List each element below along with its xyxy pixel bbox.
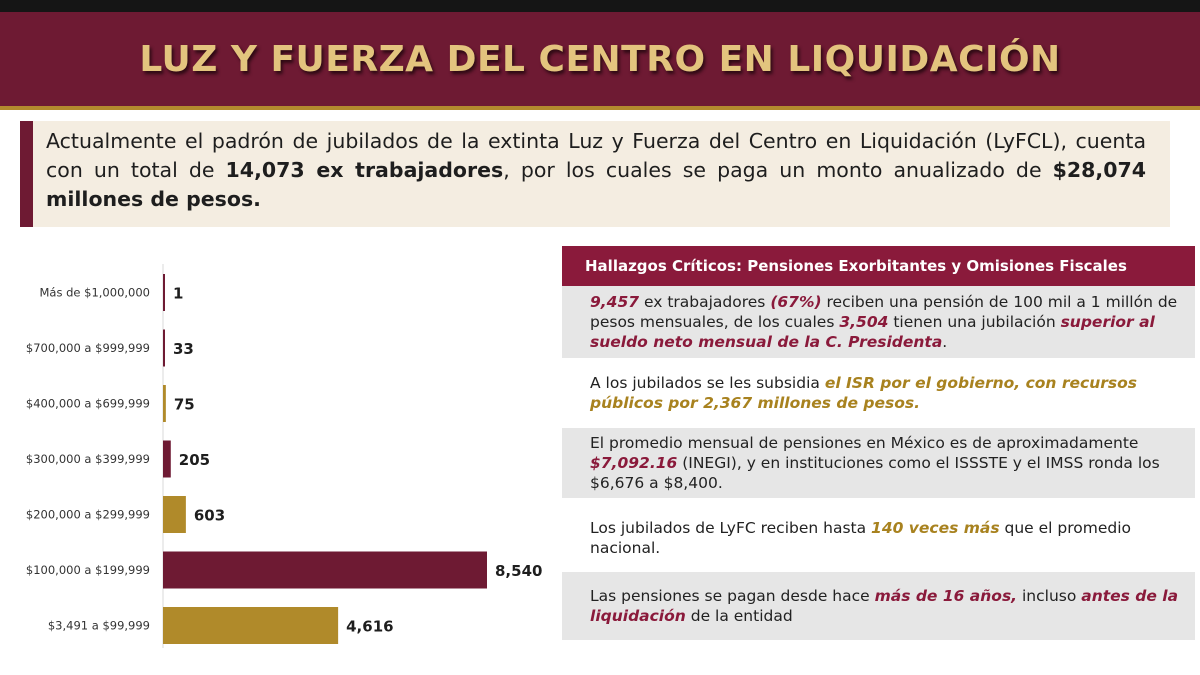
value-label: 33 (173, 340, 194, 358)
category-label: $200,000 a $299,999 (26, 508, 150, 522)
bar (163, 551, 487, 589)
f1-text-1: ex trabajadores (639, 293, 771, 311)
f1-count: 9,457 (590, 293, 640, 311)
bar (163, 385, 166, 422)
title-banner: LUZ Y FUERZA DEL CENTRO EN LIQUIDACIÓN (0, 12, 1200, 106)
f2-text-1: A los jubilados se les subsidia (590, 374, 825, 392)
intro-text: Actualmente el padrón de jubilados de la… (46, 127, 1146, 214)
chart-svg: Más de $1,000,000 1 $700,000 a $999,999 33 $… (26, 264, 542, 648)
finding-2: A los jubilados se les subsidia el ISR p… (562, 362, 1195, 424)
f5-highlight-2: antes de la liquidación (590, 587, 1179, 625)
bar (163, 329, 165, 367)
value-label: 603 (194, 507, 225, 525)
f1-highlight: superior al sueldo neto mensual de la C.… (590, 313, 1155, 351)
f5-text-1: Las pensiones se pagan desde hace (590, 587, 875, 605)
findings-panel: Hallazgos Críticos: Pensiones Exorbitant… (562, 246, 1195, 286)
f3-text-1: El promedio mensual de pensiones en Méxi… (590, 434, 1139, 452)
findings-header: Hallazgos Críticos: Pensiones Exorbitant… (562, 246, 1195, 286)
finding-4: Los jubilados de LyFC reciben hasta 140 … (562, 506, 1195, 570)
finding-1: 9,457 ex trabajadores (67%) reciben una … (562, 286, 1195, 358)
pension-bar-chart: Más de $1,000,000 1 $700,000 a $999,999 33 $… (0, 262, 560, 662)
f5-highlight-1: más de 16 años, (874, 587, 1018, 605)
bar (163, 607, 339, 644)
intro-accent-bar (20, 121, 33, 227)
f3-text-2: (INEGI), y en instituciones como el ISSS… (590, 454, 1160, 492)
page-title: LUZ Y FUERZA DEL CENTRO EN LIQUIDACIÓN (139, 38, 1061, 80)
value-label: 4,616 (346, 618, 393, 636)
f4-text-2: que el promedio nacional. (590, 519, 1132, 557)
category-label: $3,491 a $99,999 (48, 619, 150, 633)
category-label: Más de $1,000,000 (40, 286, 151, 300)
intro-total-amount: $28,074 millones de pesos. (46, 158, 1146, 211)
category-label: $300,000 a $399,999 (26, 452, 150, 466)
f3-amount: $7,092.16 (590, 454, 678, 472)
f1-text-2: reciben una pensión de 100 mil a 1 milló… (590, 293, 1178, 331)
value-label: 8,540 (495, 562, 542, 580)
value-label: 1 (173, 285, 183, 303)
intro-box: Actualmente el padrón de jubilados de la… (20, 121, 1170, 227)
f1-text-4: . (942, 333, 948, 351)
f1-text-3: tienen una jubilación (888, 313, 1061, 331)
intro-part-2: , por los cuales se paga un monto anuali… (503, 158, 1053, 182)
value-label: 205 (179, 451, 210, 469)
top-dark-bar (0, 0, 1200, 12)
category-label: $400,000 a $699,999 (26, 397, 150, 411)
bar (163, 274, 165, 311)
value-label: 75 (174, 396, 195, 414)
bar (163, 496, 186, 533)
f2-highlight: el ISR por el gobierno, con recursos púb… (590, 374, 1137, 412)
f4-text-1: Los jubilados de LyFC reciben hasta (590, 519, 872, 537)
finding-5: Las pensiones se pagan desde hace más de… (562, 572, 1195, 640)
f4-highlight: 140 veces más (871, 519, 1000, 537)
f1-percent: (67%) (770, 293, 822, 311)
f1-count-2: 3,504 (839, 313, 889, 331)
gold-divider (0, 106, 1200, 110)
bar (163, 440, 171, 478)
f5-text-3: de la entidad (685, 607, 793, 625)
finding-3: El promedio mensual de pensiones en Méxi… (562, 428, 1195, 498)
category-label: $100,000 a $199,999 (26, 563, 150, 577)
category-label: $700,000 a $999,999 (26, 341, 150, 355)
intro-total-workers: 14,073 ex trabajadores (225, 158, 504, 182)
intro-part-1: Actualmente el padrón de jubilados de la… (46, 129, 1146, 182)
f5-text-2: incluso (1017, 587, 1082, 605)
